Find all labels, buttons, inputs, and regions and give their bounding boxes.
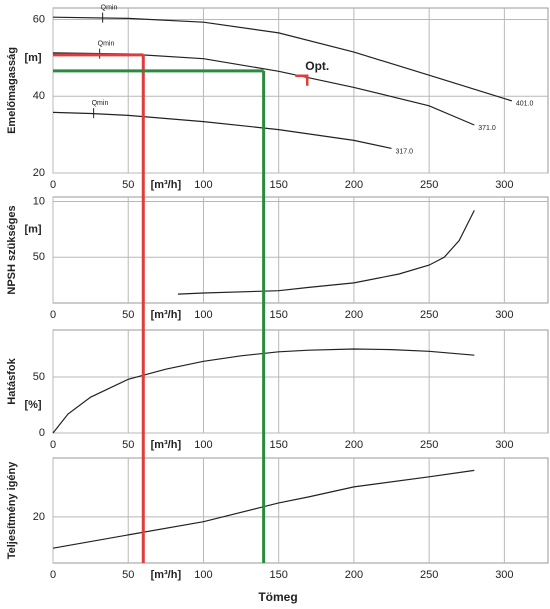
x-tick-label: 0	[50, 179, 56, 191]
y-tick-label: 40	[33, 90, 45, 102]
x-tick-label: 300	[495, 179, 513, 191]
y-tick-label: 50	[33, 371, 45, 383]
curve	[52, 16, 513, 102]
x-tick-label: 300	[495, 439, 513, 451]
x-tick-label: 150	[270, 309, 288, 321]
x-tick-label: 300	[495, 309, 513, 321]
x-tick-label: 0	[50, 309, 56, 321]
annotation: Qmin	[92, 100, 109, 107]
x-tick-label: 250	[420, 179, 438, 191]
x-tick-label: 150	[270, 179, 288, 191]
x-tick-label: 50	[122, 569, 134, 581]
x-tick-label: 250	[420, 569, 438, 581]
x-tick-label: 150	[270, 569, 288, 581]
y-axis-title: NPSH szükséges	[6, 205, 18, 294]
annotation: Qmin	[101, 4, 118, 11]
y-unit-label: [m]	[24, 52, 41, 64]
curve-label: 371.0	[478, 125, 496, 132]
opt-marker	[295, 74, 309, 86]
x-tick-label: 100	[194, 309, 212, 321]
x-axis-title: Tömeg	[258, 590, 297, 604]
y-unit-label: [m]	[24, 223, 41, 235]
curve-label: 401.0	[516, 101, 534, 108]
x-tick-label: 150	[270, 439, 288, 451]
y-axis-title: Emelőmagasság	[6, 47, 18, 134]
x-tick-label: 0	[50, 569, 56, 581]
x-tick-label: 50	[122, 179, 134, 191]
y-tick-label: 60	[33, 13, 45, 25]
plot-frame	[52, 196, 549, 304]
plot-frame	[52, 457, 549, 564]
y-tick-label: 0	[39, 427, 45, 439]
x-unit-label: [m³/h]	[151, 569, 182, 581]
curve	[52, 111, 392, 149]
x-tick-label: 0	[50, 439, 56, 451]
y-tick-label: 20	[33, 167, 45, 179]
y-axis-title: Teljesítmény igény	[6, 461, 18, 559]
curve-label: 317.0	[396, 148, 414, 155]
x-unit-label: [m³/h]	[151, 439, 182, 451]
x-tick-label: 100	[194, 439, 212, 451]
y-tick-label: 10	[33, 195, 45, 207]
x-tick-label: 200	[345, 179, 363, 191]
x-tick-label: 100	[194, 569, 212, 581]
x-unit-label: [m³/h]	[151, 309, 182, 321]
opt-label: Opt.	[305, 59, 329, 73]
x-tick-label: 200	[345, 439, 363, 451]
y-axis-title: Hatásfok	[6, 357, 18, 404]
curve	[52, 469, 475, 549]
x-tick-label: 100	[194, 179, 212, 191]
x-tick-label: 200	[345, 309, 363, 321]
curve	[52, 348, 475, 434]
x-tick-label: 50	[122, 309, 134, 321]
x-tick-label: 200	[345, 569, 363, 581]
y-tick-label: 20	[33, 511, 45, 523]
y-unit-label: [%]	[24, 399, 41, 411]
x-tick-label: 300	[495, 569, 513, 581]
x-tick-label: 250	[420, 439, 438, 451]
plot-frame	[52, 7, 549, 174]
x-tick-label: 50	[122, 439, 134, 451]
y-tick-label: 50	[33, 251, 45, 263]
x-tick-label: 250	[420, 309, 438, 321]
curve	[177, 210, 475, 295]
annotation: Qmin	[98, 41, 115, 48]
x-unit-label: [m³/h]	[151, 179, 182, 191]
plot-frame	[52, 329, 549, 434]
